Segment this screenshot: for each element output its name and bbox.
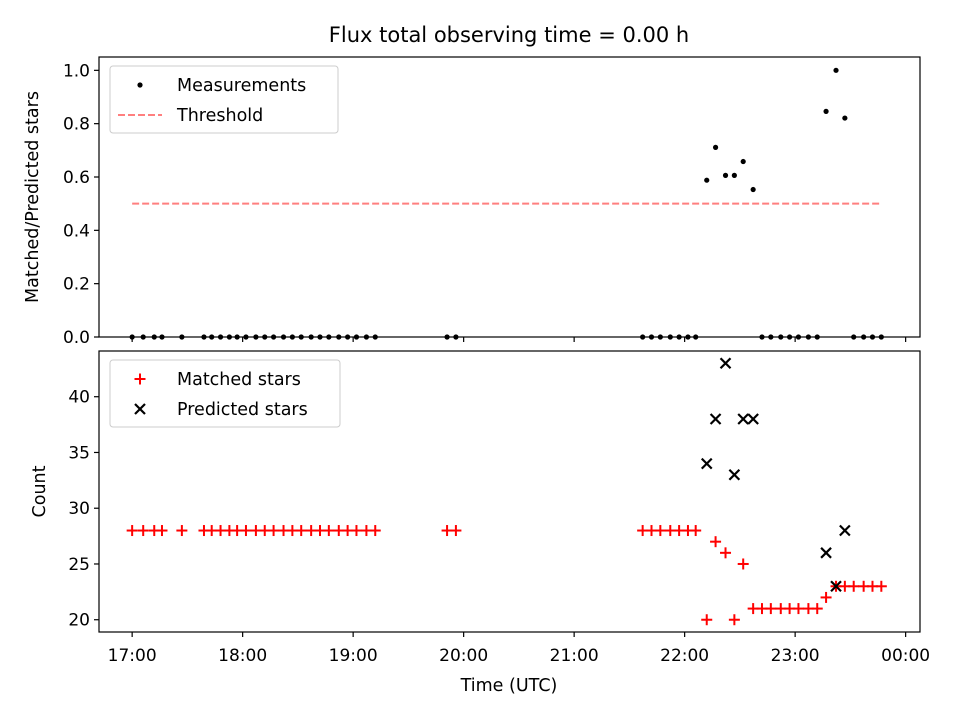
figure-title: Flux total observing time = 0.00 h [329,23,689,47]
predicted-star-marker [719,357,732,370]
legend-label: Matched stars [177,370,301,390]
matched-star-marker [848,580,860,592]
y-tick-label: 1.0 [63,61,90,81]
y-tick-label: 0.8 [63,115,90,135]
legend-label: Threshold [176,106,263,126]
legend-label: Measurements [177,76,306,96]
predicted-star-marker [747,413,759,425]
x-tick-label: 22:00 [660,646,709,666]
matched-star-marker [728,614,740,626]
x-tick-label: 20:00 [439,646,488,666]
matched-star-marker [369,525,381,537]
matched-star-marker [710,536,722,548]
measurement-point [722,172,729,178]
legend: Measurements Threshold [109,65,339,134]
x-tick-label: 23:00 [771,646,820,666]
y-tick-label: 25 [68,555,90,575]
x-tick-label: 19:00 [329,646,378,666]
axes-frame [98,350,921,633]
predicted-star-marker [737,413,749,425]
legend-box [109,65,339,134]
predicted-star-marker [839,524,851,537]
y-tick-label: 0.2 [63,275,90,295]
measurement-point [712,144,719,150]
predicted-star-marker [700,457,713,470]
legend-marker-matched [134,373,146,385]
matched-star-marker [820,591,832,603]
y-tick-label: 35 [68,443,90,463]
count-panel: 20 25 30 35 40 Count 17:00 18:00 19:00 20:00 21:00… [30,350,930,666]
matched-star-marker [350,525,362,537]
matched-star-marker [765,603,777,615]
x-tick-label: 21:00 [550,646,599,666]
y-tick-label: 30 [68,499,90,519]
matched-star-marker [654,525,666,537]
matched-star-marker [323,525,335,537]
matched-star-marker [268,525,280,537]
ratio-panel: 0.0 0.2 0.4 0.6 0.8 1.0 Matched/Predicted star… [23,56,921,348]
matched-star-marker [137,525,149,537]
legend-marker-measurements [137,82,143,88]
measurement-point [740,158,746,165]
matched-star-marker [875,580,887,592]
x-tick-label: 17:00 [108,646,157,666]
x-tick-label: 00:00 [881,646,930,666]
matched-star-marker [811,603,823,615]
matched-star-marker [720,547,732,559]
measurement-point [833,67,839,73]
matched-star-marker [450,525,462,537]
measurement-point [842,115,848,121]
legend-label: Predicted stars [177,400,308,420]
legend-box [109,359,341,428]
y-axis-label: Count [30,465,50,517]
y-tick-label: 20 [68,611,90,631]
predicted-star-marker [728,468,741,481]
y-tick-label: 0.0 [63,328,90,348]
axes-frame [98,56,921,338]
matched-star-marker [156,525,168,537]
measurement-point [750,186,756,193]
matched-star-marker [690,525,702,537]
predicted-star-marker [830,580,842,593]
matched-star-marker [176,525,188,537]
y-tick-label: 0.4 [63,221,90,241]
predicted-star-marker [820,547,832,559]
predicted-star-marker [709,413,722,425]
y-tick-label: 0.6 [63,168,90,188]
measurement-point [731,172,737,178]
legend: Matched stars Predicted stars [109,359,341,428]
y-tick-label: 40 [68,388,90,408]
measurement-point [823,108,829,114]
matched-star-marker [792,603,804,615]
measurement-point [704,177,710,183]
matched-star-marker [240,525,252,537]
matched-star-marker [295,525,307,537]
legend-marker-predicted [134,403,146,415]
x-axis-label: Time (UTC) [460,676,558,696]
matched-star-marker [737,558,749,570]
matched-star-marker [701,614,713,626]
matched-star-marker [126,525,138,537]
y-axis-label: Matched/Predicted stars [23,91,43,303]
x-tick-label: 18:00 [218,646,267,666]
